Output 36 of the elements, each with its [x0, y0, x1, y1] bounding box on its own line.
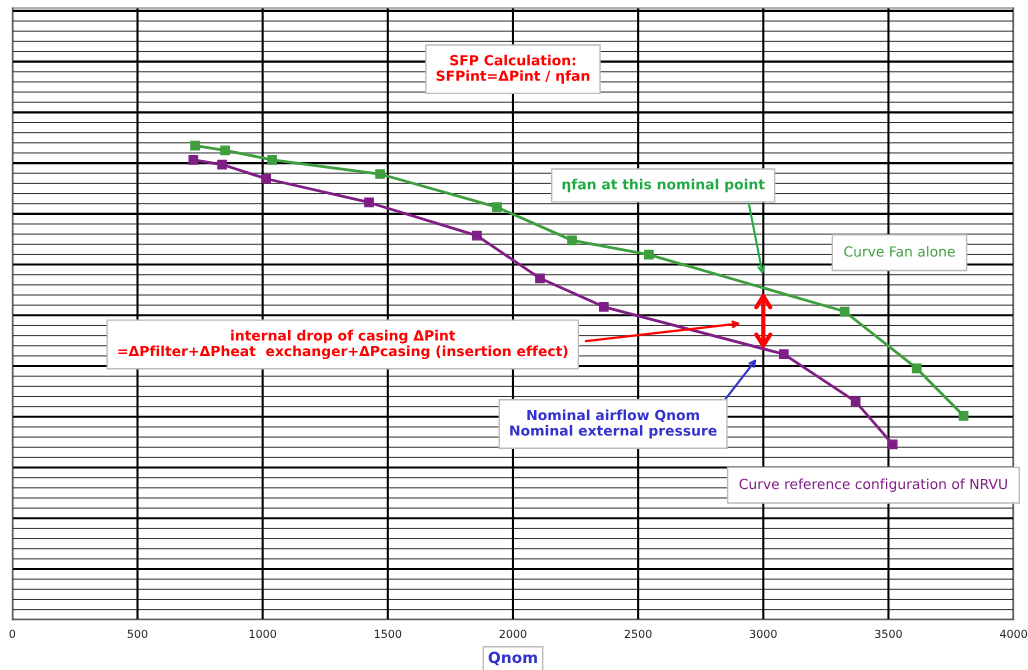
point [567, 235, 577, 246]
point [887, 439, 898, 450]
text: Curve Fan alone [844, 246, 955, 257]
point [598, 301, 609, 312]
x-tick-label: 0 [9, 629, 16, 639]
point [190, 140, 200, 151]
point [778, 349, 789, 360]
text: Curve reference configuration of NRVU [739, 478, 1007, 492]
x-tick-label: 3000 [750, 629, 777, 639]
point [472, 230, 482, 241]
annotation: ηfan at this nominal point [562, 178, 765, 193]
point [958, 410, 969, 421]
point [850, 396, 861, 407]
annotation: internal drop of casing ΔPint =ΔPfilter+ΔPheat exchanger+ΔPcasing (insertion effect) [118, 329, 568, 360]
point [188, 154, 199, 165]
point [267, 154, 278, 165]
point [839, 306, 850, 317]
text: SFP Calculation: SFPint=ΔPint / ηfan [436, 54, 590, 84]
x-tick-label: 1000 [249, 629, 277, 639]
annotation: Nominal airflow Qnom Nominal external pressure [510, 409, 717, 439]
x-tick-label: 500 [127, 629, 148, 639]
x-tick-label: 1500 [374, 629, 402, 639]
point [644, 249, 654, 260]
x-tick-label: 4000 [1000, 629, 1028, 639]
x-tick-label: 2000 [499, 629, 527, 639]
x-tick-label: 2500 [624, 629, 652, 639]
point [911, 363, 922, 374]
point [220, 145, 230, 156]
x-axis-title: Qnom [488, 651, 537, 666]
point [261, 173, 272, 184]
point [375, 169, 385, 179]
point [492, 202, 502, 213]
point [364, 197, 374, 208]
point [217, 159, 227, 170]
point [535, 273, 545, 284]
x-tick-label: 3500 [875, 629, 902, 639]
